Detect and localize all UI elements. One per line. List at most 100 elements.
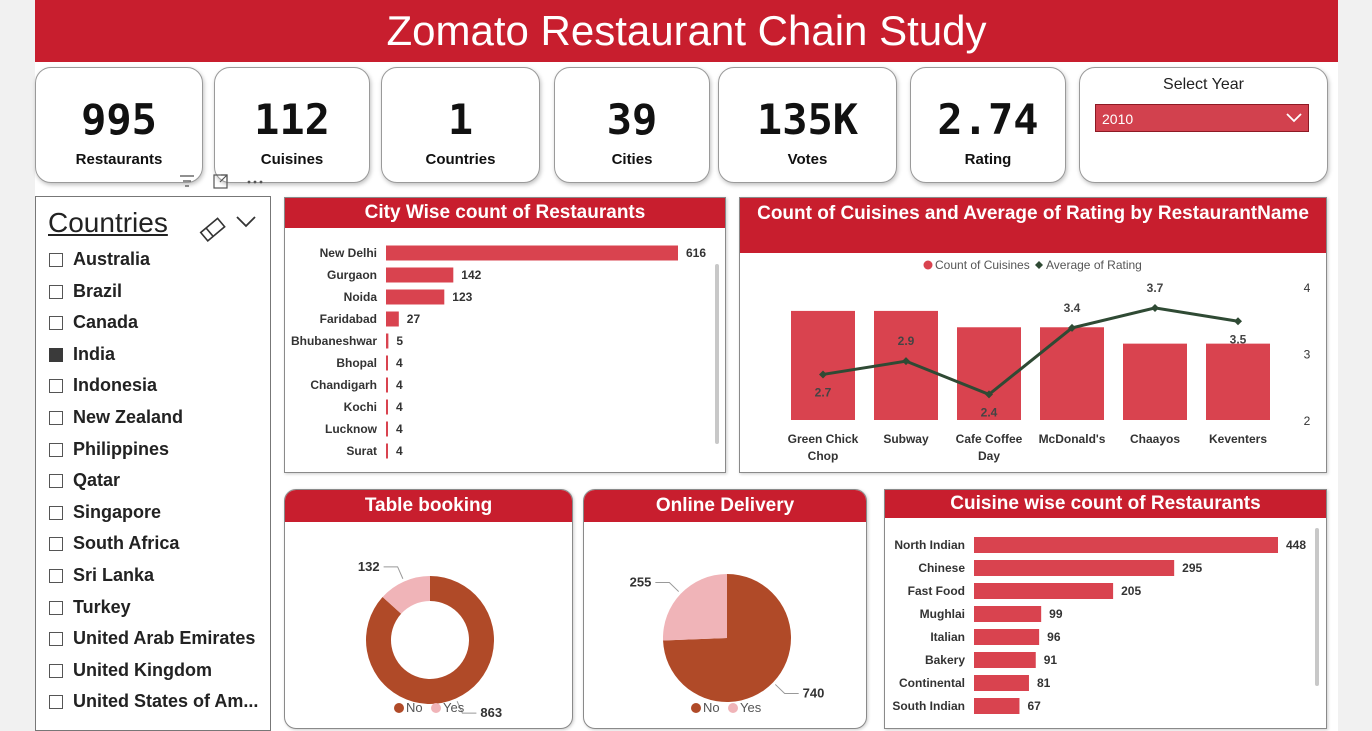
data-label: 4 [396, 422, 403, 436]
checkbox[interactable] [49, 316, 63, 331]
bar [386, 311, 399, 327]
kpi-value: 39 [606, 95, 658, 144]
cuisine-bar-chart: North Indian 448 Chinese 295 Fast Food 205 Mug… [892, 528, 1319, 714]
slicer-item-south-africa[interactable]: South Africa [49, 533, 179, 561]
kpi-card-votes: 135K Votes [718, 67, 897, 183]
legend-marker [691, 703, 701, 713]
checkbox[interactable] [49, 537, 63, 552]
slicer-item-australia[interactable]: Australia [49, 249, 150, 277]
slicer-item-philippines[interactable]: Philippines [49, 439, 169, 467]
data-label: 2.7 [815, 385, 832, 399]
chevron-down-icon[interactable] [235, 215, 257, 229]
focus-mode-icon[interactable] [212, 172, 230, 194]
category-label: Bakery [925, 653, 965, 667]
category-label: Bhopal [336, 356, 377, 370]
checkbox[interactable] [49, 663, 63, 678]
bar [386, 267, 454, 283]
kpi-label: Countries [425, 151, 496, 168]
data-label: 4 [396, 444, 403, 458]
rating-point [1234, 317, 1242, 326]
leader-line [383, 566, 404, 579]
checkbox[interactable] [49, 379, 63, 394]
data-label: 81 [1037, 676, 1051, 690]
checkbox[interactable] [49, 569, 63, 583]
legend-marker-rating [1035, 261, 1043, 269]
bar [386, 443, 388, 459]
slicer-item-qatar[interactable]: Qatar [49, 470, 120, 498]
table-booking-panel: Table booking 863 132 No Yes [284, 489, 573, 729]
slicer-item-indonesia[interactable]: Indonesia [49, 375, 157, 403]
bar [974, 629, 1040, 645]
data-label: 96 [1047, 630, 1061, 644]
slicer-item-label: Qatar [73, 470, 121, 491]
data-label: 27 [407, 312, 421, 326]
data-label: 2.4 [981, 405, 998, 419]
slicer-item-sri-lanka[interactable]: Sri Lanka [49, 565, 154, 593]
more-options-icon[interactable] [246, 172, 264, 194]
table-booking-title: Table booking [285, 490, 572, 522]
category-label: Italian [930, 630, 965, 644]
checkbox[interactable] [49, 695, 63, 710]
scrollbar [715, 264, 719, 444]
checkbox[interactable] [49, 253, 63, 267]
legend-marker-count [923, 260, 933, 270]
chevron-down-icon [1286, 113, 1302, 123]
category-label: Keventers [1209, 432, 1267, 446]
category-label: South Indian [892, 699, 965, 713]
bar [1206, 343, 1270, 420]
checkbox[interactable] [49, 284, 63, 299]
filter-icon[interactable] [178, 172, 196, 194]
data-label: 4 [396, 400, 403, 414]
year-dropdown[interactable]: 2010 [1095, 104, 1309, 132]
data-label: 99 [1049, 607, 1063, 621]
slicer-item-new-zealand[interactable]: New Zealand [49, 407, 183, 435]
slicer-item-united-states-of-am-[interactable]: United States of Am... [49, 691, 258, 719]
axis-tick-label: 3 [1304, 348, 1311, 362]
bar [386, 399, 388, 415]
category-label: McDonald's [1039, 432, 1106, 446]
checkbox[interactable] [49, 442, 63, 457]
slice-yes [382, 576, 430, 614]
slicer-item-label: United Arab Emirates [73, 628, 256, 649]
data-label: 3.5 [1230, 332, 1247, 346]
checkbox[interactable] [49, 474, 63, 489]
slicer-item-label: India [73, 343, 116, 364]
checkbox[interactable] [49, 347, 63, 362]
checkbox[interactable] [49, 600, 63, 615]
checkbox[interactable] [49, 505, 63, 520]
legend-marker [394, 703, 404, 713]
table-booking-donut: 863 132 No Yes [358, 559, 502, 720]
slicer-item-brazil[interactable]: Brazil [49, 281, 122, 309]
slicer-item-canada[interactable]: Canada [49, 312, 138, 340]
combo-chart-panel: Count of Cuisines and Average of Rating … [739, 197, 1327, 473]
checkbox[interactable] [49, 632, 63, 647]
bar [974, 537, 1278, 553]
category-label: Green Chick [788, 432, 859, 446]
bar [386, 377, 388, 393]
data-label: 142 [461, 268, 481, 282]
eraser-icon[interactable] [198, 217, 228, 243]
slice-no [366, 576, 494, 704]
slicer-title: Countries [48, 207, 168, 238]
category-label: Noida [344, 290, 378, 304]
legend-label: No [703, 700, 720, 715]
slicer-item-india[interactable]: India [49, 344, 115, 372]
bar [957, 327, 1021, 420]
bar [386, 333, 389, 349]
bar [386, 355, 388, 371]
slicer-item-singapore[interactable]: Singapore [49, 502, 161, 530]
slicer-item-label: Indonesia [73, 375, 158, 396]
slicer-item-united-kingdom[interactable]: United Kingdom [49, 660, 212, 688]
axis-tick-label: 4 [1304, 281, 1311, 295]
slicer-item-united-arab-emirates[interactable]: United Arab Emirates [49, 628, 255, 656]
data-label: 67 [1027, 699, 1041, 713]
bar [791, 310, 855, 420]
kpi-value: 2.74 [937, 95, 1039, 144]
slicer-item-label: Brazil [73, 280, 123, 301]
slicer-item-turkey[interactable]: Turkey [49, 597, 131, 625]
cuisine-chart-panel: Cuisine wise count of Restaurants North … [884, 489, 1327, 729]
legend-label: Yes [443, 700, 465, 715]
checkbox[interactable] [49, 411, 63, 425]
data-label: 205 [1121, 584, 1141, 598]
category-label: Cafe Coffee [956, 432, 1023, 446]
